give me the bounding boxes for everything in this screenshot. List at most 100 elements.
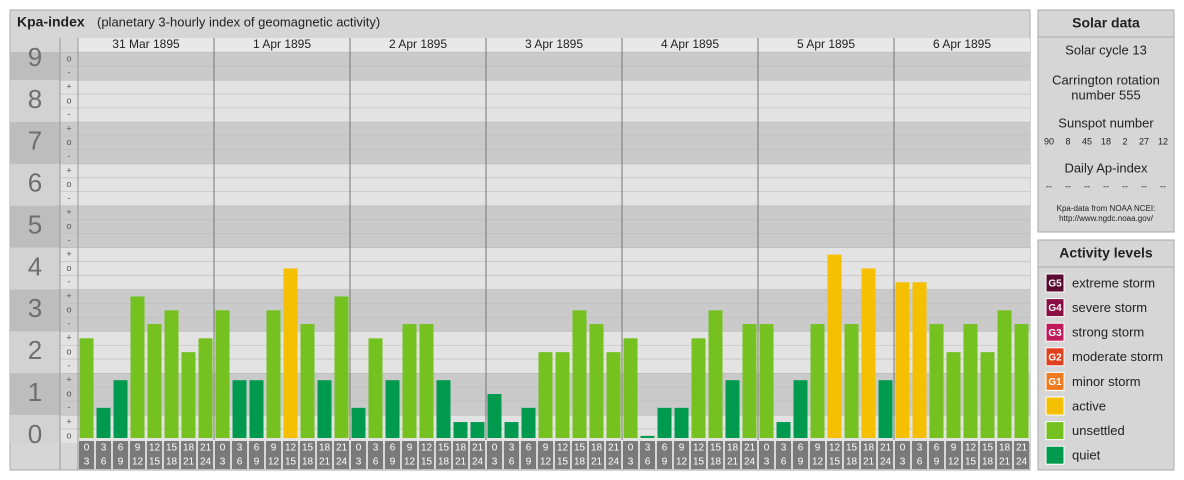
time-box (793, 441, 808, 469)
source: Kpa-data from NOAA NCEI: (1057, 204, 1156, 213)
time-label: 21 (472, 443, 484, 454)
time-label: 21 (608, 443, 620, 454)
sunspot-title: Sunspot number (1058, 115, 1154, 130)
time-box (929, 441, 944, 469)
bar (572, 310, 587, 438)
time-label: 9 (135, 443, 141, 454)
y-major-label: 3 (28, 293, 42, 323)
time-label: 6 (781, 457, 787, 468)
time-label: 0 (628, 443, 634, 454)
source: http://www.ngdc.noaa.gov/ (1059, 214, 1154, 223)
time-label: 12 (285, 443, 297, 454)
time-label: 12 (132, 457, 144, 468)
band (10, 163, 60, 206)
time-label: 15 (693, 457, 705, 468)
time-label: 21 (727, 457, 739, 468)
time-label: 12 (948, 457, 960, 468)
time-box (385, 441, 400, 469)
y-tick-label: - (68, 277, 71, 287)
bar (606, 352, 621, 438)
time-label: 6 (662, 443, 668, 454)
bar (538, 352, 553, 438)
time-label: 15 (710, 443, 722, 454)
legend-badge: G3 (1048, 328, 1062, 339)
time-label: 6 (118, 443, 124, 454)
time-box (963, 441, 978, 469)
time-box (266, 441, 281, 469)
time-box (657, 441, 672, 469)
time-box (623, 441, 638, 469)
sunspot-value: 12 (1158, 136, 1168, 146)
bar (793, 380, 808, 438)
bar (79, 338, 94, 438)
time-box (589, 441, 604, 469)
legend-label: quiet (1072, 448, 1101, 463)
bar (232, 380, 247, 438)
time-label: 21 (999, 457, 1011, 468)
bar (96, 407, 111, 438)
time-label: 18 (982, 457, 994, 468)
time-box (504, 441, 519, 469)
y-tick-label: - (68, 235, 71, 245)
bar (555, 352, 570, 438)
legend-swatch (1045, 396, 1065, 416)
y-tick-label: + (66, 123, 71, 133)
y-tick-label: o (66, 137, 71, 147)
time-box (300, 441, 315, 469)
bar (402, 324, 417, 438)
y-major-label: 2 (28, 335, 42, 365)
ap-value: -- (1122, 181, 1128, 191)
legend-badge: G5 (1048, 279, 1062, 290)
time-box (487, 441, 502, 469)
y-tick-label: - (68, 67, 71, 77)
time-label: 18 (863, 443, 875, 454)
y-tick-label: + (66, 249, 71, 259)
time-box (334, 441, 349, 469)
time-label: 6 (798, 443, 804, 454)
time-label: 9 (934, 457, 940, 468)
time-box (164, 441, 179, 469)
ap-value: -- (1046, 181, 1052, 191)
ap-value: -- (1084, 181, 1090, 191)
time-label: 3 (220, 457, 226, 468)
bar (453, 422, 468, 438)
time-label: 21 (455, 457, 467, 468)
legend-swatch (1045, 371, 1065, 391)
time-box (759, 441, 774, 469)
time-label: 15 (438, 443, 450, 454)
y-tick-label: - (68, 109, 71, 119)
time-label: 9 (951, 443, 957, 454)
time-label: 12 (693, 443, 705, 454)
time-label: 21 (200, 443, 212, 454)
time-label: 0 (492, 443, 498, 454)
bar (351, 407, 366, 438)
y-tick-label: - (68, 360, 71, 370)
time-box (691, 441, 706, 469)
time-label: 24 (608, 457, 620, 468)
ap-value: -- (1103, 181, 1109, 191)
legend-swatch (1045, 421, 1065, 441)
solar-title: Solar data (1072, 15, 1140, 31)
time-box (470, 441, 485, 469)
time-box (538, 441, 553, 469)
time-label: 3 (356, 457, 362, 468)
bar (810, 324, 825, 438)
time-box (878, 441, 893, 469)
sunspot-value: 8 (1065, 136, 1070, 146)
time-label: 15 (285, 457, 297, 468)
band (10, 52, 60, 81)
time-label: 3 (628, 457, 634, 468)
y-tick-label: o (66, 430, 71, 440)
time-label: 9 (798, 457, 804, 468)
bar (912, 282, 927, 438)
time-label: 9 (118, 457, 124, 468)
sunspot-value: 90 (1044, 136, 1054, 146)
bar (844, 324, 859, 438)
time-label: 21 (591, 457, 603, 468)
y-major-label: 9 (28, 42, 42, 72)
solar-cycle: Solar cycle 13 (1065, 42, 1147, 57)
time-label: 3 (645, 443, 651, 454)
time-box (1014, 441, 1029, 469)
legend-label: strong storm (1072, 325, 1144, 340)
y-major-label: 0 (28, 419, 42, 449)
